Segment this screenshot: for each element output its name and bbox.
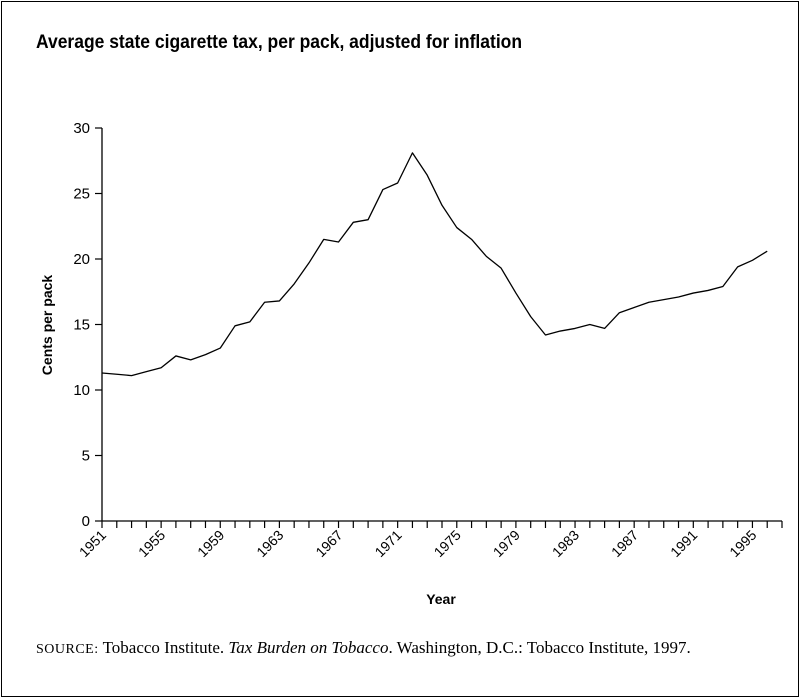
y-tick-label: 0 [82,513,90,530]
x-tick-label: 1983 [549,527,582,560]
y-axis-ticks: 0 5 10 15 20 25 30 [73,120,102,530]
source-work-title: Tax Burden on Tobacco [228,638,389,657]
x-tick-label: 1995 [726,527,759,560]
x-tick-label: 1991 [667,527,700,560]
source-label: SOURCE: [36,642,99,657]
x-tick-label: 1951 [76,527,109,560]
y-tick-label: 25 [73,186,90,203]
chart-title: Average state cigarette tax, per pack, a… [36,32,523,53]
source-org: Tobacco Institute. [102,638,225,657]
x-tick-label: 1987 [608,527,641,560]
x-axis-label: Year [426,591,456,607]
x-tick-label: 1979 [490,527,523,560]
y-tick-label: 15 [73,317,90,334]
source-note: SOURCE: Tobacco Institute. Tax Burden on… [36,637,786,661]
y-tick-label: 5 [82,448,90,465]
source-rest: . Washington, D.C.: Tobacco Institute, 1… [388,638,691,657]
y-axis-label: Cents per pack [39,275,55,376]
series-line [101,152,768,377]
y-tick-label: 10 [73,382,90,399]
x-tick-label: 1959 [194,527,227,560]
x-tick-label: 1967 [312,527,345,560]
y-tick-label: 30 [73,120,90,137]
x-tick-label: 1955 [135,527,168,560]
y-tick-label: 20 [73,251,90,268]
x-tick-label: 1975 [431,527,464,560]
x-tick-label: 1971 [371,527,404,560]
x-axis-ticks: 1951 1955 1959 1963 1967 1971 1975 1979 1983 1987… [76,521,783,560]
x-tick-label: 1963 [253,527,286,560]
